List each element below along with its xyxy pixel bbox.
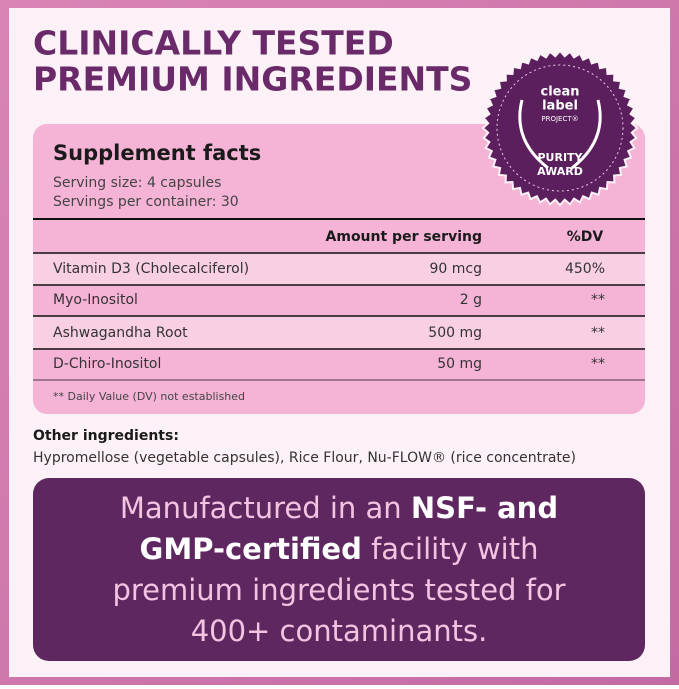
footnote: ** Daily Value (DV) not established — [53, 390, 245, 403]
amount: 500 mg — [428, 325, 482, 341]
badge-seal — [481, 49, 639, 207]
ingredient: Ashwagandha Root — [53, 325, 188, 341]
table-rows: Vitamin D3 (Cholecalciferol) 90 mcg 450% My… — [33, 261, 645, 381]
statement-segment: 400+ contaminants. — [191, 614, 488, 648]
dv: ** — [591, 356, 605, 372]
amount: 90 mcg — [430, 261, 483, 277]
statement-line: premium ingredients tested for — [112, 573, 565, 607]
statement-line: Manufactured in an NSF- and — [120, 491, 558, 525]
serving: Serving size: 4 capsules — [53, 175, 221, 191]
row-band — [33, 253, 645, 285]
badge-ring — [496, 64, 624, 192]
amount: 2 g — [460, 292, 482, 308]
title: PREMIUM INGREDIENTS — [33, 60, 472, 99]
row-band — [33, 317, 645, 348]
statement-segment: facility with — [362, 532, 539, 566]
badge-text: clean — [540, 85, 579, 100]
statement-segment: premium ingredients tested for — [112, 573, 565, 607]
other-label: Other ingredients: — [33, 428, 179, 444]
statement: Manufactured in an NSF- and GMP-certified… — [112, 491, 565, 648]
column-header: %DV — [567, 229, 604, 245]
facts-title: Supplement facts — [53, 141, 261, 165]
dv: 450% — [565, 261, 605, 277]
badge-text: AWARD — [537, 165, 583, 178]
amount: 50 mg — [437, 356, 482, 372]
badge: clean label PROJECT® PURITY AWARD — [481, 49, 639, 207]
ingredient: D-Chiro-Inositol — [53, 356, 161, 372]
ingredient: Myo-Inositol — [53, 292, 138, 308]
other-text: Hypromellose (vegetable capsules), Rice … — [33, 450, 576, 466]
statement-panel — [33, 478, 645, 661]
statement-line: 400+ contaminants. — [191, 614, 488, 648]
dv: ** — [591, 325, 605, 341]
title: CLINICALLY TESTED — [33, 24, 394, 63]
badge-text: label — [542, 99, 578, 114]
ingredient: Vitamin D3 (Cholecalciferol) — [53, 261, 249, 277]
statement-segment: GMP-certified — [140, 532, 362, 566]
badge-text: PURITY — [537, 151, 583, 164]
statement-line: GMP-certified facility with — [140, 532, 539, 566]
column-header: Amount per serving — [326, 229, 482, 245]
statement-segment: Manufactured in an — [120, 491, 411, 525]
dv: ** — [591, 292, 605, 308]
badge-text: PROJECT® — [541, 115, 578, 123]
statement-segment: NSF- and — [411, 491, 558, 525]
serving: Servings per container: 30 — [53, 194, 239, 210]
laurel — [518, 99, 602, 170]
